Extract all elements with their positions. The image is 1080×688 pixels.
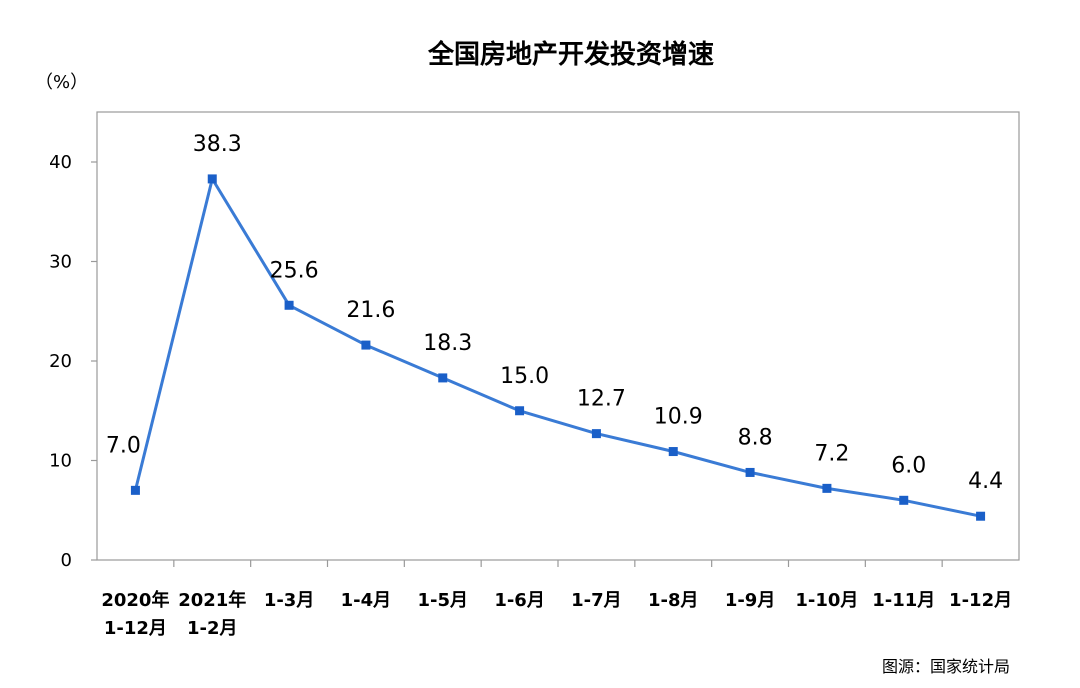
x-tick-label: 1-5月 xyxy=(417,590,468,611)
x-tick-label: 1-7月 xyxy=(571,590,622,611)
x-tick-label: 2021年 xyxy=(178,589,246,611)
y-axis: 0 10 20 30 40 xyxy=(49,152,97,571)
chart-title: 全国房地产开发投资增速 xyxy=(427,39,714,70)
x-tick-label: 1-4月 xyxy=(341,590,392,611)
y-tick-label: 10 xyxy=(49,451,72,472)
x-tick-label: 1-6月 xyxy=(494,590,545,611)
data-label: 7.0 xyxy=(106,433,141,458)
data-point xyxy=(284,300,294,310)
x-axis: 2020年 1-12月 2021年 1-2月 1-3月 1-4月 1-5月 1-6月 1-7月 1… xyxy=(101,560,1012,639)
data-label: 8.8 xyxy=(738,425,773,450)
data-label: 21.6 xyxy=(346,298,395,323)
data-point xyxy=(515,406,525,416)
x-tick-label: 1-12月 xyxy=(104,618,167,639)
x-tick-label: 1-11月 xyxy=(872,590,935,611)
data-point xyxy=(361,340,371,350)
plot-frame xyxy=(96,111,1020,561)
y-tick-label: 20 xyxy=(49,351,72,372)
x-tick-label: 1-8月 xyxy=(648,590,699,611)
y-tick-label: 0 xyxy=(61,550,72,571)
data-label: 15.0 xyxy=(500,364,549,389)
data-point xyxy=(207,174,217,184)
data-label: 38.3 xyxy=(193,132,242,157)
series-line xyxy=(133,177,981,518)
data-point xyxy=(822,483,832,493)
data-label: 18.3 xyxy=(423,331,472,356)
chart-source: 图源：国家统计局 xyxy=(882,657,1010,676)
data-label: 7.2 xyxy=(814,441,849,466)
x-tick-label: 2020年 xyxy=(101,589,169,611)
x-tick-label: 1-2月 xyxy=(187,618,238,639)
x-tick-label: 1-12月 xyxy=(949,590,1012,611)
x-tick-label: 1-3月 xyxy=(264,590,315,611)
data-point xyxy=(438,373,448,383)
x-tick-label: 1-10月 xyxy=(795,590,858,611)
data-point xyxy=(591,429,601,439)
data-label: 25.6 xyxy=(270,258,319,283)
y-tick-label: 40 xyxy=(49,152,72,173)
data-label: 6.0 xyxy=(891,453,926,478)
data-point xyxy=(899,495,909,505)
y-tick-label: 30 xyxy=(49,252,72,273)
data-point xyxy=(668,447,678,457)
y-axis-unit: （%） xyxy=(35,72,88,93)
data-label: 10.9 xyxy=(654,405,703,430)
x-tick-label: 1-9月 xyxy=(725,590,776,611)
data-label: 4.4 xyxy=(968,469,1003,494)
data-point xyxy=(976,511,986,521)
data-label: 12.7 xyxy=(577,387,626,412)
series-group: 7.0 38.3 25.6 21.6 18.3 15.0 12.7 10.9 8.8 7.2 6.0… xyxy=(106,132,1003,521)
data-point xyxy=(130,485,140,495)
data-point xyxy=(745,467,755,477)
